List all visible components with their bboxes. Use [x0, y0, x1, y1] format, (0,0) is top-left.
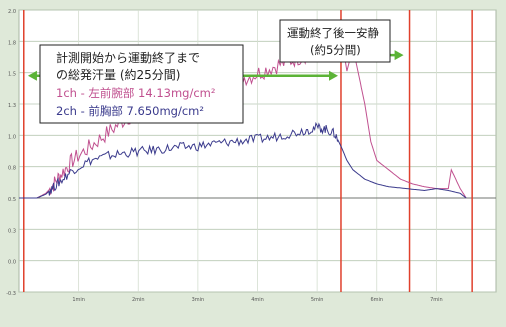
- x-tick-label: 7min: [430, 297, 443, 303]
- y-tick-label: 1.5: [8, 72, 16, 78]
- x-tick-label: 6min: [370, 297, 383, 303]
- y-tick-label: 0.0: [8, 260, 16, 266]
- arrow-head-right-1: [328, 70, 338, 81]
- annotation-box-rest-line2: (約5分間): [310, 43, 361, 57]
- x-axis-ticks: 1min 2min 3min 4min 5min 6min 7min: [72, 297, 442, 303]
- annotation-box-total-line2: の総発汗量 (約25分間): [56, 67, 180, 82]
- y-tick-label: 1.3: [8, 103, 16, 109]
- y-tick-label: 0.5: [8, 197, 16, 203]
- x-tick-label: 1min: [72, 297, 85, 303]
- legend-2ch: 2ch - 前胸部 7.650mg/cm²: [56, 104, 204, 118]
- annotation-box-total-rect: [39, 44, 244, 124]
- x-tick-label: 5min: [311, 297, 324, 303]
- annotation-box-rest-line1: 運動終了後一安静: [287, 26, 379, 40]
- y-tick-label: 0.3: [8, 228, 16, 234]
- arrow-head-right-2: [394, 50, 404, 61]
- y-tick-label: 1.8: [8, 40, 16, 46]
- y-tick-label: -0.3: [6, 291, 16, 297]
- annotation-box-total-line1: 計測開始から運動終了まで: [56, 50, 200, 65]
- annotation-box-total: 計測開始から運動終了まで の総発汗量 (約25分間) 1ch - 左前腕部 14…: [39, 44, 244, 124]
- annotation-box-rest-rect: [279, 19, 391, 63]
- x-tick-label: 2min: [132, 297, 145, 303]
- series-line-2ch: [19, 121, 467, 199]
- x-tick-label: 4min: [251, 297, 264, 303]
- y-axis-ticks: 2.0 1.8 1.5 1.3 1.0 0.8 0.5 0.3 0.0 -0.3: [6, 9, 16, 297]
- y-tick-label: 1.0: [8, 134, 16, 140]
- legend-1ch: 1ch - 左前腕部 14.13mg/cm²: [56, 86, 215, 100]
- annotation-box-rest: 運動終了後一安静 (約5分間): [279, 19, 391, 63]
- y-tick-label: 2.0: [8, 9, 16, 15]
- x-tick-label: 3min: [192, 297, 205, 303]
- y-tick-label: 0.8: [8, 166, 16, 172]
- arrow-head-left-1: [27, 70, 37, 81]
